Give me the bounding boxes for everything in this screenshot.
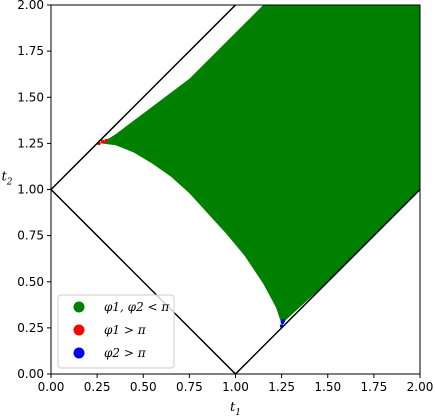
y-axis-label: t2: [2, 169, 13, 187]
x-tick-label-0: 0.00: [38, 380, 65, 394]
legend: φ1, φ2 < π φ1 > π φ2 > π: [57, 294, 175, 369]
x-axis-label-subscript: 1: [235, 408, 241, 417]
point-series-1-2: [104, 138, 109, 143]
legend-box: [57, 294, 175, 369]
boundary-line-0: [51, 5, 237, 191]
boundary-line-2: [234, 188, 420, 374]
plot-area: [51, 5, 420, 374]
x-tick-label-6: 1.50: [314, 380, 341, 394]
x-tick-label-4: 1.00: [222, 380, 249, 394]
y-tick-label-5: 1.25: [17, 136, 44, 150]
x-tick-label-8: 2.00: [407, 380, 434, 394]
axes: 0.00 0.25 0.50 0.75 1.00 1.25 1.50 1.75 2.00 0.00…: [17, 0, 433, 394]
boundary-line-1: [51, 188, 237, 374]
legend-label-1: φ1 > π: [104, 323, 147, 337]
legend-marker-1: [73, 324, 85, 336]
y-tick-label-3: 0.75: [17, 229, 44, 243]
y-tick-label-4: 1.00: [17, 183, 44, 197]
legend-label-2: φ2 > π: [104, 346, 147, 360]
y-tick-label-1: 0.25: [17, 321, 44, 335]
point-series-2-2: [281, 318, 286, 323]
x-tick-label-2: 0.50: [130, 380, 157, 394]
data-region: [51, 5, 420, 374]
legend-label-0: φ1, φ2 < π: [104, 300, 170, 314]
x-axis-label-base: t: [230, 400, 236, 415]
x-tick-label-3: 0.75: [176, 380, 203, 394]
y-axis-label-base: t: [2, 169, 8, 184]
x-axis-label: t1: [230, 400, 241, 417]
legend-marker-0: [73, 301, 85, 313]
legend-marker-2: [73, 347, 85, 359]
x-tick-label-1: 0.25: [84, 380, 111, 394]
y-tick-label-8: 2.00: [17, 0, 44, 12]
y-tick-label-7: 1.75: [17, 44, 44, 58]
y-tick-label-0: 0.00: [17, 367, 44, 381]
y-tick-label-2: 0.50: [17, 275, 44, 289]
y-axis-label-subscript: 2: [6, 177, 13, 187]
x-tick-label-7: 1.75: [361, 380, 388, 394]
y-tick-label-6: 1.50: [17, 90, 44, 104]
x-tick-label-5: 1.25: [268, 380, 295, 394]
region-series-0: [100, 5, 420, 325]
point-series-1-1: [100, 139, 105, 144]
